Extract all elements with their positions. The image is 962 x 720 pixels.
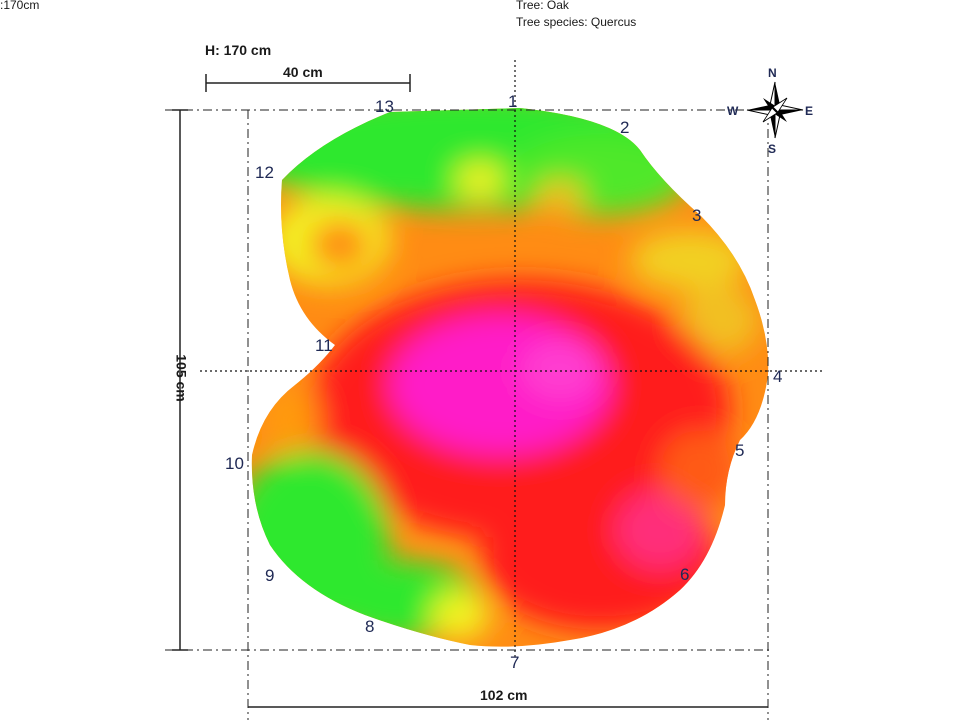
depth-label: 105 cm xyxy=(173,354,190,402)
compass-north-label: N xyxy=(768,66,777,80)
depth-dimension-line xyxy=(172,109,188,651)
scale-bar xyxy=(205,74,411,92)
sensor-point-label: 9 xyxy=(265,566,275,585)
sensor-point-label: 5 xyxy=(735,441,745,460)
height-label: H: 170 cm xyxy=(205,42,272,58)
measurement-frame xyxy=(165,109,770,720)
sensor-point-label: 10 xyxy=(225,454,244,473)
sensor-point-label: 12 xyxy=(255,163,274,182)
axis-crosshair xyxy=(200,60,825,660)
height-fragment-label: :170cm xyxy=(0,0,40,12)
tree-species-label: Tree species: Quercus xyxy=(516,15,637,29)
sensor-point-label: 4 xyxy=(773,367,783,386)
sensor-point-label: 2 xyxy=(620,118,630,137)
sensor-point-label: 7 xyxy=(510,653,520,672)
compass-south-label: S xyxy=(768,142,777,156)
scale-bar-label: 40 cm xyxy=(283,64,323,80)
sensor-point-label: 11 xyxy=(315,336,333,355)
sensor-point-label: 1 xyxy=(508,92,518,111)
tree-name-label: Tree: Oak xyxy=(516,0,569,12)
sensor-point-label: 8 xyxy=(365,617,375,636)
compass-west-label: W xyxy=(727,104,739,118)
width-label: 102 cm xyxy=(480,687,528,703)
sensor-point-label: 6 xyxy=(680,565,690,584)
compass-east-label: E xyxy=(805,104,814,118)
compass-rose-icon xyxy=(746,81,804,139)
sound-map xyxy=(251,108,769,647)
sensor-point-label: 3 xyxy=(692,206,702,225)
sensor-point-label: 13 xyxy=(375,97,394,116)
